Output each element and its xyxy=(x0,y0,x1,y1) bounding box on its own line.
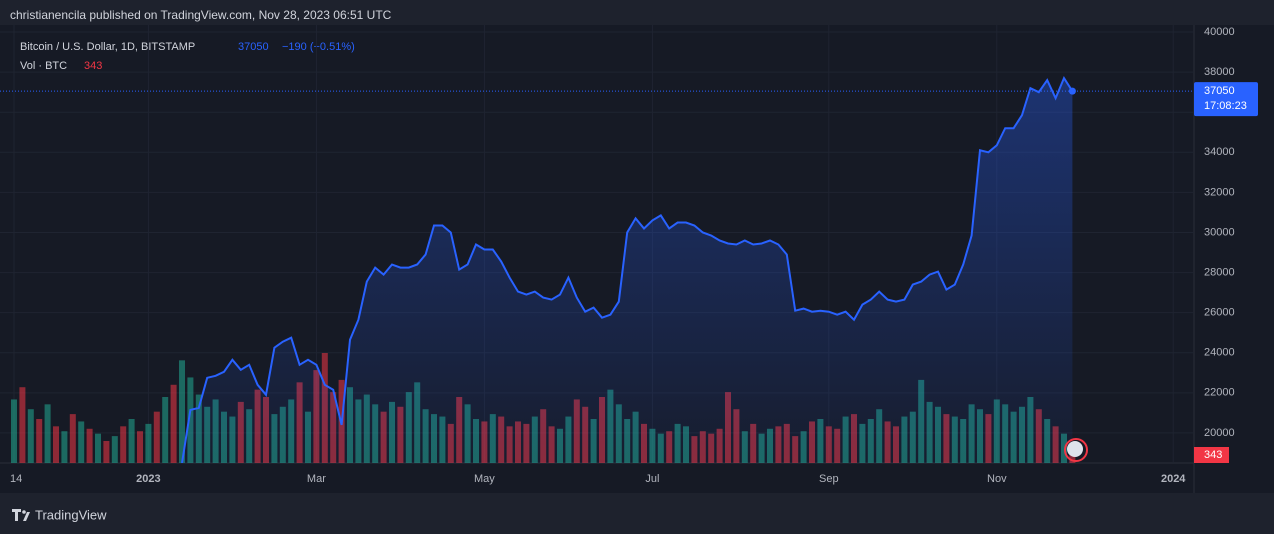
volume-tag-value: 343 xyxy=(1204,449,1222,461)
volume-bar xyxy=(103,441,110,463)
area xyxy=(182,78,1073,463)
x-tick-label: Jul xyxy=(645,473,659,485)
volume-bar xyxy=(170,384,177,463)
x-tick-label: Sep xyxy=(819,473,839,485)
x-tick-label: 2023 xyxy=(136,473,160,485)
x-tick-label: May xyxy=(474,473,495,485)
price-line xyxy=(181,75,1074,463)
y-tick-label: 32000 xyxy=(1204,186,1235,198)
brand: TradingView xyxy=(35,507,107,522)
volume-tag xyxy=(1194,447,1229,463)
price-tag xyxy=(1194,82,1258,117)
volume-bar xyxy=(162,397,169,463)
volume-bar xyxy=(120,426,127,463)
volume-bar xyxy=(153,411,160,463)
volume-bar xyxy=(95,433,101,463)
event-icon-inner xyxy=(1067,441,1083,457)
volume-legend: Vol · BTC xyxy=(20,60,67,72)
volume-bar xyxy=(69,414,76,463)
last-price: 37050 xyxy=(238,41,269,53)
y-tick-label: 20000 xyxy=(1204,427,1235,439)
volume-bar xyxy=(86,428,93,463)
volume-bar xyxy=(19,387,26,463)
change-label: −190 (−0.51%) xyxy=(282,41,355,53)
y-tick-label: 40000 xyxy=(1204,26,1235,38)
countdown: 17:08:23 xyxy=(1204,100,1247,112)
x-tick-label: Nov xyxy=(987,473,1007,485)
x-tick-label: 14 xyxy=(10,473,22,485)
publisher: christianencila published on TradingView… xyxy=(10,8,392,22)
x-tick-label: Mar xyxy=(307,473,326,485)
logo xyxy=(12,509,30,521)
y-tick-label: 26000 xyxy=(1204,307,1235,319)
y-tick-label: 38000 xyxy=(1204,66,1235,78)
volume-bar xyxy=(128,419,135,463)
price-tag-value: 37050 xyxy=(1204,85,1235,97)
volume-bar xyxy=(36,419,43,463)
series-legend: Bitcoin / U.S. Dollar, 1D, BITSTAMP xyxy=(20,41,195,53)
volume-bar xyxy=(11,399,17,463)
y-tick-label: 28000 xyxy=(1204,266,1235,278)
y-tick-label: 34000 xyxy=(1204,146,1235,158)
volume-bar xyxy=(27,409,34,463)
volume-bar xyxy=(78,421,85,463)
volume-bar xyxy=(111,436,118,463)
y-tick-label: 30000 xyxy=(1204,226,1235,238)
volume-bar xyxy=(145,423,152,463)
last-volume: 343 xyxy=(84,60,102,72)
volume-bar xyxy=(53,426,59,463)
y-tick-label: 24000 xyxy=(1204,347,1235,359)
event-icon xyxy=(1064,438,1088,462)
volume-bar xyxy=(179,360,185,463)
last-point xyxy=(1068,87,1076,95)
volume-bar xyxy=(44,404,51,463)
volume-bar xyxy=(61,431,68,463)
volume-bar xyxy=(137,431,143,463)
x-tick-label: 2024 xyxy=(1161,473,1186,485)
plot xyxy=(11,75,1076,463)
y-tick-label: 22000 xyxy=(1204,387,1235,399)
